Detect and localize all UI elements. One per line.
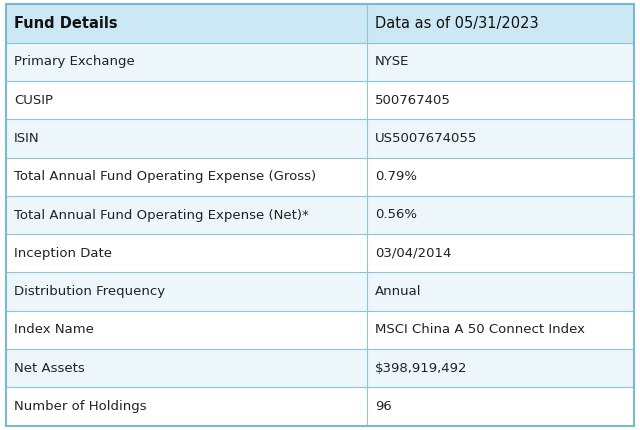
Text: 03/04/2014: 03/04/2014 (375, 247, 451, 260)
Bar (6, 157, 634, 196)
Text: Primary Exchange: Primary Exchange (14, 55, 135, 68)
Bar (6, 81, 634, 119)
Bar (6, 234, 634, 273)
Bar (6, 43, 634, 81)
Bar (6, 311, 634, 349)
Text: 500767405: 500767405 (375, 94, 451, 107)
Text: 96: 96 (375, 400, 392, 413)
Text: Index Name: Index Name (14, 323, 94, 336)
Bar (6, 196, 634, 234)
Text: Number of Holdings: Number of Holdings (14, 400, 147, 413)
Text: 0.79%: 0.79% (375, 170, 417, 183)
Bar (6, 273, 634, 311)
Text: 0.56%: 0.56% (375, 209, 417, 221)
Text: Data as of 05/31/2023: Data as of 05/31/2023 (375, 16, 538, 31)
Text: ISIN: ISIN (14, 132, 40, 145)
Text: Distribution Frequency: Distribution Frequency (14, 285, 165, 298)
Bar (6, 387, 634, 426)
Text: US5007674055: US5007674055 (375, 132, 477, 145)
Text: Net Assets: Net Assets (14, 362, 85, 375)
Text: Annual: Annual (375, 285, 421, 298)
Text: Total Annual Fund Operating Expense (Net)*: Total Annual Fund Operating Expense (Net… (14, 209, 309, 221)
Text: NYSE: NYSE (375, 55, 409, 68)
Text: MSCI China A 50 Connect Index: MSCI China A 50 Connect Index (375, 323, 585, 336)
Text: CUSIP: CUSIP (14, 94, 53, 107)
Bar (6, 119, 634, 157)
Text: Total Annual Fund Operating Expense (Gross): Total Annual Fund Operating Expense (Gro… (14, 170, 316, 183)
Bar (6, 349, 634, 387)
Text: Inception Date: Inception Date (14, 247, 112, 260)
Text: $398,919,492: $398,919,492 (375, 362, 467, 375)
Bar (6, 4, 634, 43)
Text: Fund Details: Fund Details (14, 16, 118, 31)
